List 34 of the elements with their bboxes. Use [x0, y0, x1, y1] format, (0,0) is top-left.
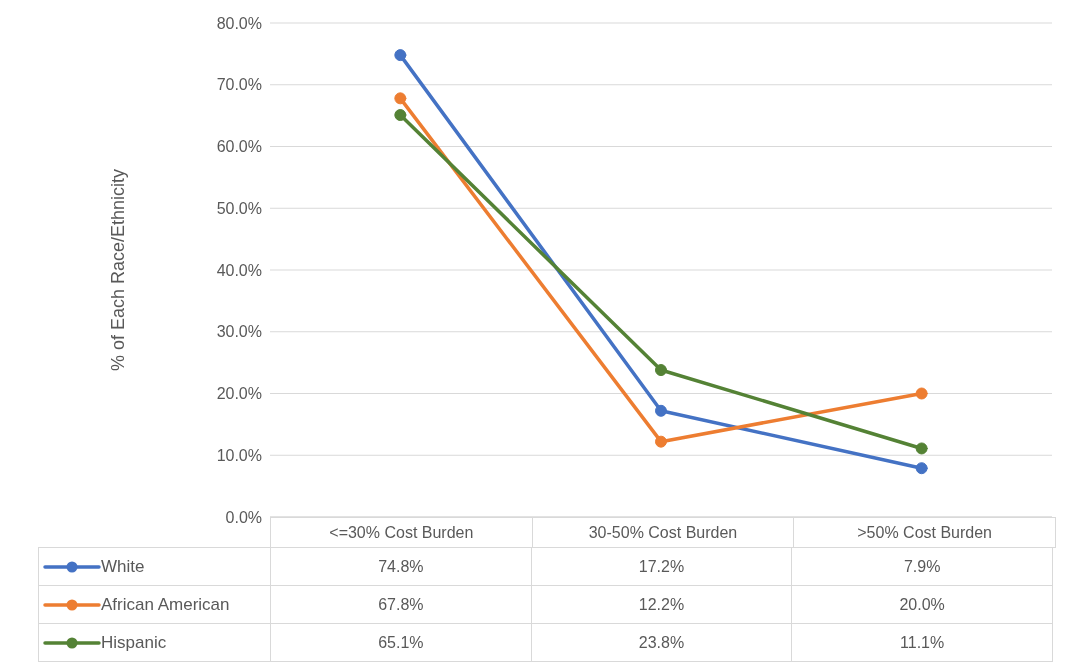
data-label: 17.2%: [531, 547, 792, 586]
y-tick-label: 60.0%: [216, 138, 262, 156]
data-label: 7.9%: [791, 547, 1053, 586]
point: [655, 435, 667, 448]
x-tick-label: >50% Cost Burden: [793, 517, 1056, 548]
point: [655, 364, 667, 377]
x-tick-label: 30-50% Cost Burden: [532, 517, 794, 548]
data-label: 67.8%: [270, 585, 532, 624]
y-tick-label: 70.0%: [216, 76, 262, 94]
y-tick-label: 30.0%: [216, 323, 262, 341]
y-tick-label: 0.0%: [225, 508, 262, 526]
point: [915, 387, 928, 400]
y-axis-title: % of Each Race/Ethnicity: [108, 168, 129, 372]
legend-label: African American: [101, 594, 230, 614]
point: [655, 404, 667, 417]
y-tick-label: 40.0%: [216, 261, 262, 279]
point: [394, 109, 407, 122]
y-tick-label: 50.0%: [216, 199, 262, 217]
legend-label: Hispanic: [101, 632, 167, 652]
data-label: 23.8%: [531, 623, 792, 662]
data-label: 12.2%: [531, 585, 792, 624]
point: [915, 462, 928, 475]
point: [394, 92, 407, 105]
y-tick-label: 20.0%: [216, 385, 262, 403]
legend-label: White: [101, 556, 145, 576]
x-tick-label: <=30% Cost Burden: [270, 517, 533, 548]
data-label: 65.1%: [270, 623, 532, 662]
point: [915, 442, 928, 455]
data-label: 20.0%: [791, 585, 1053, 624]
point: [394, 49, 407, 62]
data-label: 74.8%: [270, 547, 532, 586]
y-tick-label: 10.0%: [216, 446, 262, 464]
data-label: 11.1%: [791, 623, 1053, 662]
y-tick-label: 80.0%: [216, 14, 262, 32]
